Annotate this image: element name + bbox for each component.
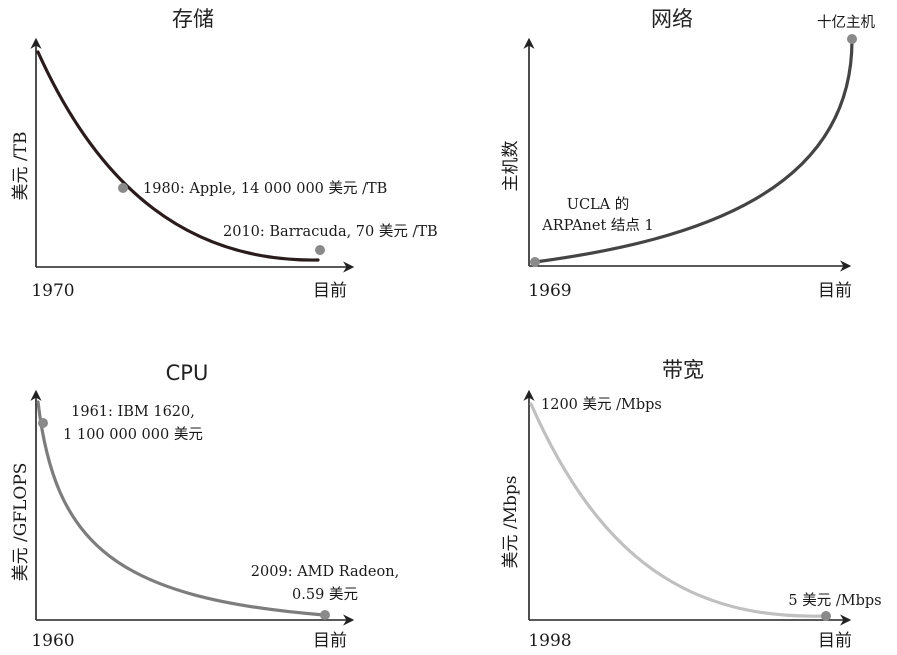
data-point-marker <box>530 257 540 267</box>
data-point-label: 十亿主机 <box>817 14 875 31</box>
panel-title: 存储 <box>172 7 214 31</box>
data-point-label: 5 美元 /Mbps <box>788 592 881 609</box>
data-series-line <box>533 38 854 264</box>
data-point-marker <box>315 245 325 255</box>
x-tick-label-end: 目前 <box>818 631 852 651</box>
data-point-label-line1: UCLA 的 <box>567 196 630 213</box>
panel-storage: 存储 美元 /TB 1970 目前 1980: Apple, 14 000 00… <box>11 7 438 301</box>
y-axis-label: 美元 /Mbps <box>501 475 521 568</box>
panel-network: 网络 主机数 1969 目前 UCLA 的 ARPAnet 结点 1 十亿主机 <box>501 7 875 301</box>
data-point-label: 1980: Apple, 14 000 000 美元 /TB <box>143 180 387 197</box>
x-tick-label-start: 1969 <box>528 281 571 301</box>
data-point-label-line2: 1 100 000 000 美元 <box>63 426 203 443</box>
data-point-marker <box>847 34 857 44</box>
data-point-label-line2: ARPAnet 结点 1 <box>541 217 653 234</box>
y-axis-label: 美元 /TB <box>11 132 31 201</box>
data-series-line <box>36 50 320 262</box>
y-axis-label: 主机数 <box>501 141 521 192</box>
panel-title: CPU <box>166 361 209 385</box>
panel-title: 网络 <box>651 7 693 31</box>
data-series-line <box>36 400 326 617</box>
x-tick-label-start: 1998 <box>528 631 571 651</box>
x-tick-label-start: 1970 <box>31 281 74 301</box>
data-point-label-line2: 0.59 美元 <box>292 586 358 603</box>
x-tick-label-end: 目前 <box>818 281 852 301</box>
data-series-line <box>529 402 828 618</box>
panel-title: 带宽 <box>662 358 704 382</box>
data-point-marker <box>320 610 330 620</box>
x-tick-label-end: 目前 <box>313 281 347 301</box>
data-point-marker <box>821 611 831 621</box>
data-point-label-line1: 2009: AMD Radeon, <box>251 564 399 580</box>
data-point-label-line1: 1961: IBM 1620, <box>71 404 195 420</box>
panel-cpu: CPU 美元 /GFLOPS 1960 目前 1961: IBM 1620, 1… <box>11 361 399 651</box>
data-point-marker <box>38 418 48 428</box>
panel-bandwidth: 带宽 美元 /Mbps 1998 目前 1200 美元 /Mbps 5 美元 /… <box>501 358 882 651</box>
data-point-marker <box>118 183 128 193</box>
data-point-label: 1200 美元 /Mbps <box>541 396 662 413</box>
data-point-label: 2010: Barracuda, 70 美元 /TB <box>223 223 438 240</box>
y-axis-label: 美元 /GFLOPS <box>11 463 31 582</box>
x-tick-label-end: 目前 <box>313 631 347 651</box>
x-tick-label-start: 1960 <box>31 631 74 651</box>
